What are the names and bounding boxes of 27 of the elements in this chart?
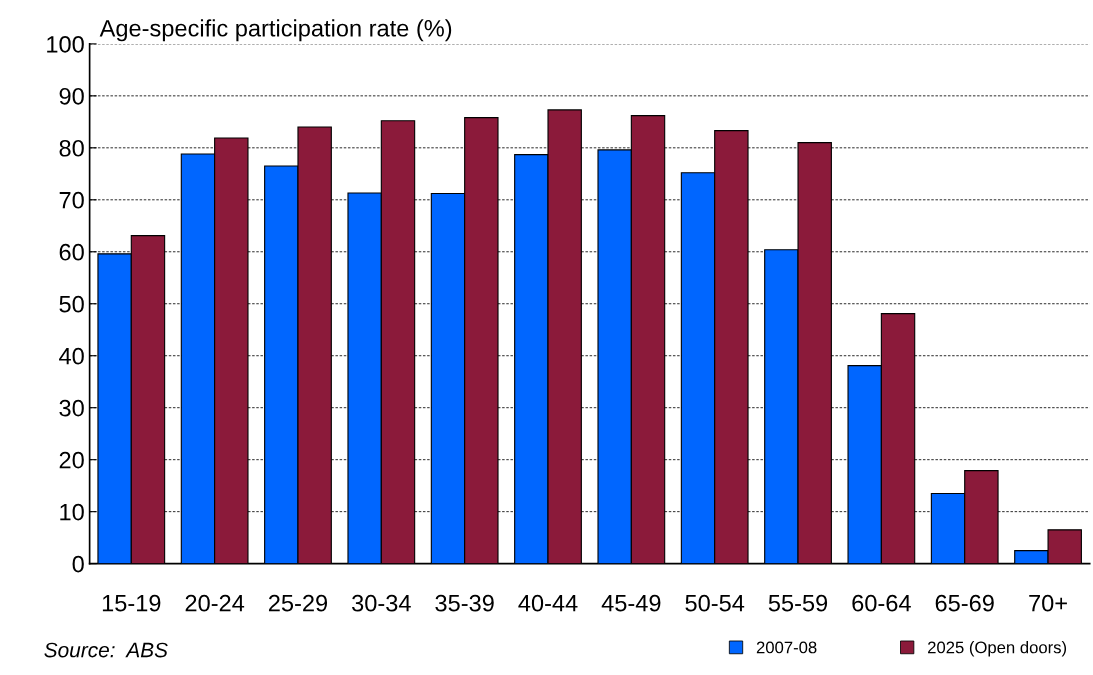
- x-tick-label: 30-34: [352, 594, 411, 612]
- x-tick-label: 65-69: [935, 594, 994, 612]
- y-tick-label: 10: [60, 503, 84, 521]
- x-tick-label: 50-54: [685, 594, 745, 612]
- source-note: Source: ABS: [44, 642, 168, 658]
- y-tick-label: 90: [59, 87, 84, 105]
- x-tick-label: 15-19: [102, 594, 161, 612]
- x-tick-label: 45-49: [601, 594, 661, 612]
- y-tick-label: 30: [59, 399, 84, 417]
- y-tick-label: 70: [59, 191, 84, 209]
- y-tick-label: 80: [59, 139, 84, 157]
- y-tick-label: 40: [59, 347, 84, 365]
- x-tick-label: 20-24: [185, 594, 245, 612]
- y-tick-label: 60: [59, 243, 84, 261]
- x-tick-label: 55-59: [768, 594, 828, 612]
- y-tick-label: 20: [59, 451, 84, 469]
- x-tick-label: 60-64: [852, 594, 911, 612]
- x-tick-label: 70+: [1029, 594, 1067, 612]
- y-tick-label: 0: [72, 555, 84, 573]
- y-tick-label: 100: [47, 35, 84, 53]
- x-tick-label: 35-39: [435, 594, 494, 612]
- y-tick-label: 50: [59, 295, 84, 313]
- legend-label: 2007-08: [756, 641, 817, 654]
- legend-label: 2025 (Open doors): [928, 641, 1067, 657]
- y-axis-title: Age-specific participation rate (%): [99, 19, 452, 42]
- x-tick-label: 40-44: [518, 594, 578, 612]
- x-tick-label: 25-29: [268, 594, 328, 612]
